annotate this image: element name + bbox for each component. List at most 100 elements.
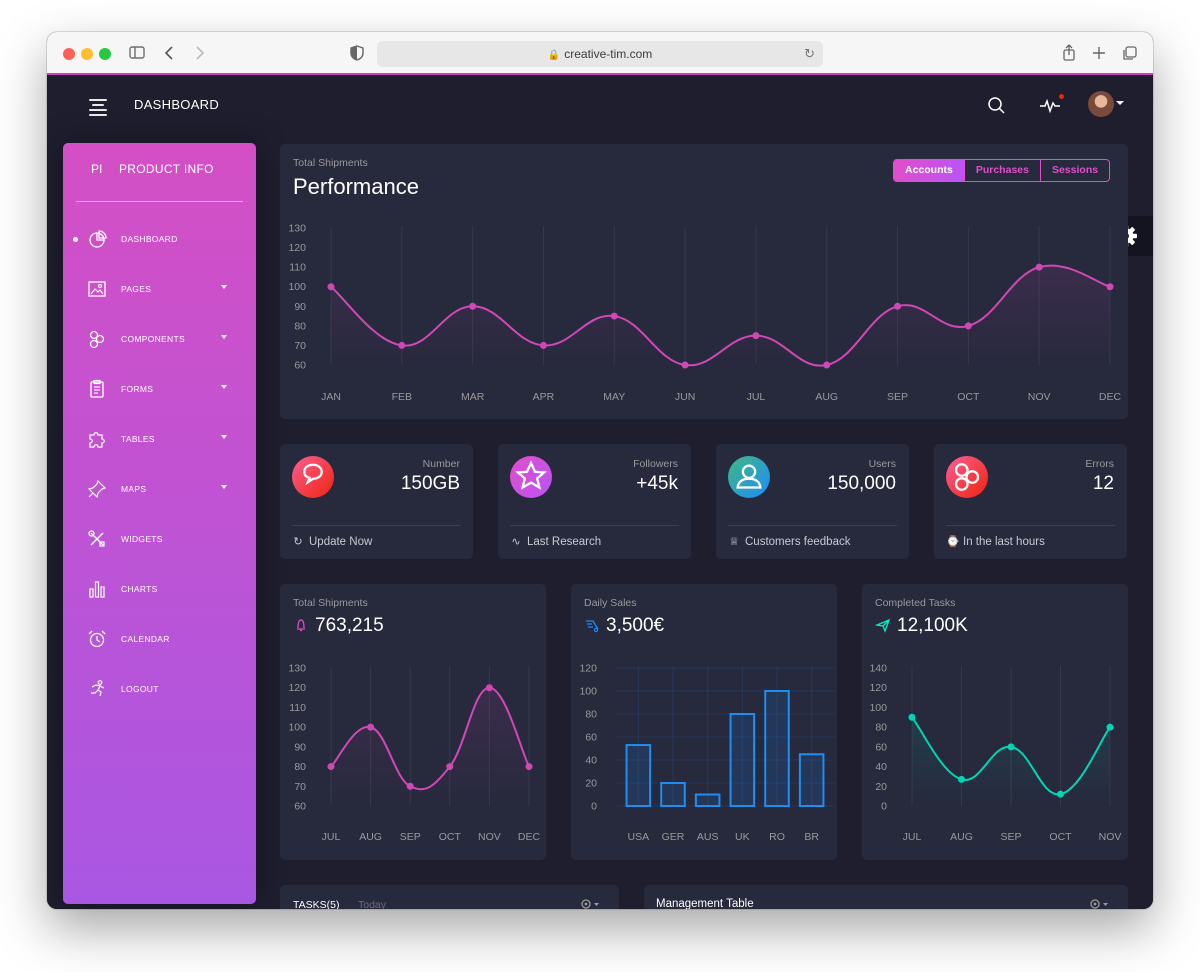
data-point[interactable] (327, 763, 335, 771)
data-point[interactable] (446, 763, 454, 771)
tasks-card: TASKS(5) Today (280, 885, 619, 909)
search-icon[interactable] (984, 93, 1008, 117)
close-window-button[interactable] (63, 48, 75, 60)
data-point[interactable] (958, 775, 965, 783)
bar[interactable] (798, 753, 825, 807)
shield-icon[interactable] (347, 42, 367, 64)
data-point[interactable] (752, 332, 760, 340)
stat-category: Followers (633, 458, 678, 470)
data-point[interactable] (681, 361, 689, 369)
data-point[interactable] (485, 684, 493, 692)
logo-mini[interactable]: PI (91, 162, 103, 176)
y-tick-label: 80 (875, 722, 887, 734)
bar[interactable] (694, 793, 721, 807)
pulse-notification-icon[interactable] (1038, 93, 1062, 117)
sidebar-item-maps[interactable]: MAPS (63, 475, 256, 503)
data-point[interactable] (610, 312, 618, 320)
y-tick-label: 100 (288, 722, 306, 734)
share-icon[interactable] (1059, 42, 1079, 64)
data-point[interactable] (398, 341, 406, 349)
sidebar-item-widgets[interactable]: WIDGETS (63, 525, 256, 553)
tasks-settings-icon[interactable] (578, 897, 602, 909)
stat-footer[interactable]: ↻ Update Now (292, 535, 372, 548)
new-tab-icon[interactable] (1089, 42, 1109, 64)
alarm-clock-icon (87, 629, 107, 649)
x-tick-label: DEC (1099, 391, 1122, 403)
tab-sessions[interactable]: Sessions (1039, 160, 1109, 181)
user-icon (728, 456, 770, 498)
sidebar-item-pages[interactable]: PAGES (63, 275, 256, 303)
data-point[interactable] (539, 341, 547, 349)
molecule-icon (946, 456, 988, 498)
data-point[interactable] (327, 283, 335, 291)
send-icon (874, 617, 891, 634)
mini-chart-card: Total Shipments 763,215 60 70 80 90 100 110 120 1… (280, 584, 546, 860)
back-icon[interactable] (161, 42, 179, 64)
bar[interactable] (625, 744, 652, 808)
tabs-overview-icon[interactable] (1119, 42, 1141, 64)
sidebar-item-label: TABLES (121, 434, 155, 444)
sidebar-item-logout[interactable]: LOGOUT (63, 675, 256, 703)
sidebar-toggle-icon[interactable] (127, 42, 147, 64)
management-settings-icon[interactable] (1087, 897, 1111, 909)
data-point[interactable] (1106, 723, 1114, 731)
data-point[interactable] (908, 713, 916, 721)
data-point[interactable] (1007, 743, 1015, 751)
x-tick-label: GER (662, 831, 685, 843)
data-point[interactable] (469, 302, 477, 310)
bar[interactable] (660, 782, 686, 807)
performance-chart: 60 70 80 90 100 110 120 130 JAN FEB MAR APR MAY JUN JU… (288, 223, 1122, 404)
data-point[interactable] (894, 302, 902, 310)
navbar-title[interactable]: DASHBOARD (134, 97, 220, 112)
stat-footer[interactable]: ♕ Customers feedback (728, 535, 850, 548)
chevron-down-icon (221, 435, 227, 439)
card-value: 12,100K (874, 615, 968, 637)
tab-tasks[interactable]: TASKS(5) (293, 899, 340, 909)
sidebar-item-components[interactable]: COMPONENTS (63, 325, 256, 353)
data-point[interactable] (1057, 790, 1064, 798)
url-text: creative-tim.com (564, 47, 653, 61)
chevron-down-icon[interactable] (1116, 101, 1124, 105)
tab-purchases[interactable]: Purchases (963, 160, 1040, 181)
sidebar-item-calendar[interactable]: CALENDAR (63, 625, 256, 653)
data-point[interactable] (823, 361, 831, 369)
data-point[interactable] (964, 322, 972, 330)
tab-accounts[interactable]: Accounts (894, 160, 964, 181)
stat-footer[interactable]: ∿ Last Research (510, 535, 601, 548)
sidebar-item-tables[interactable]: TABLES (63, 425, 256, 453)
reload-icon[interactable]: ↻ (804, 46, 815, 61)
mini-chart: 0 20 40 60 80 100 120 USA GER AUS UK RO BR (579, 663, 835, 843)
x-tick-label: JUN (675, 391, 695, 403)
x-tick-label: SEP (400, 831, 421, 843)
stat-footer[interactable]: ⌚ In the last hours (946, 535, 1045, 548)
stat-footer-text: Customers feedback (745, 536, 851, 548)
data-point[interactable] (1106, 283, 1114, 291)
sidebar-item-charts[interactable]: CHARTS (63, 575, 256, 603)
browser-toolbar: 🔒 creative-tim.com ↻ (47, 32, 1153, 75)
maximize-window-button[interactable] (99, 48, 111, 60)
data-point[interactable] (406, 782, 414, 790)
puzzle-icon (87, 429, 107, 449)
sidebar-divider (76, 201, 243, 202)
logo-text[interactable]: PRODUCT INFO (119, 162, 214, 176)
x-tick-label: OCT (957, 391, 980, 403)
data-point[interactable] (1035, 263, 1043, 271)
card-category: Completed Tasks (875, 597, 956, 609)
card-category: Daily Sales (584, 597, 637, 609)
x-tick-label: NOV (478, 831, 501, 843)
sidebar-item-forms[interactable]: FORMS (63, 375, 256, 403)
stat-footer-text: Update Now (309, 536, 373, 548)
hamburger-menu-icon[interactable] (89, 99, 107, 116)
bar[interactable] (729, 713, 756, 807)
card-value: 3,500€ (584, 615, 664, 637)
forward-icon[interactable] (190, 42, 208, 64)
bar[interactable] (764, 690, 790, 807)
data-point[interactable] (525, 763, 533, 771)
x-tick-label: AUS (697, 831, 719, 843)
address-bar[interactable]: 🔒 creative-tim.com ↻ (377, 41, 823, 67)
tab-today[interactable]: Today (358, 899, 387, 909)
data-point[interactable] (367, 723, 375, 731)
minimize-window-button[interactable] (81, 48, 93, 60)
sidebar-item-dashboard[interactable]: DASHBOARD (63, 225, 256, 253)
avatar[interactable] (1088, 91, 1114, 117)
